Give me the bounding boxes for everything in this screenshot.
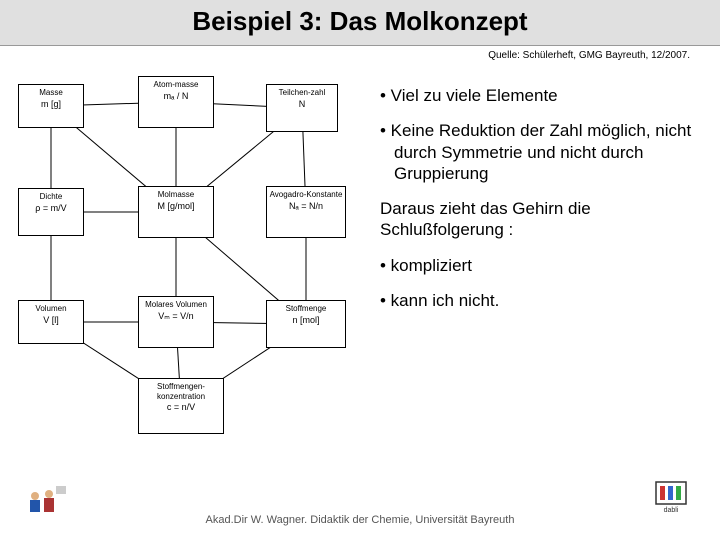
bullet-5: • kann ich nicht. bbox=[380, 290, 700, 311]
node-teil: Teilchen-zahlN bbox=[266, 84, 338, 132]
node-vol: VolumenV [l] bbox=[18, 300, 84, 344]
footer-credit: Akad.Dir W. Wagner. Didaktik der Chemie,… bbox=[0, 514, 720, 526]
node-konz: Stoffmengen-konzentrationc = n/V bbox=[138, 378, 224, 434]
source-citation: Quelle: Schülerheft, GMG Bayreuth, 12/20… bbox=[488, 50, 690, 61]
concept-diagram: Massem [g] Atom-massemₐ / N Teilchen-zahlN… bbox=[18, 70, 358, 450]
bullet-4: • kompliziert bbox=[380, 255, 700, 276]
node-molvol: Molares VolumenVₘ = V/n bbox=[138, 296, 214, 348]
node-avog: Avogadro-KonstanteNₐ = N/n bbox=[266, 186, 346, 238]
bullet-list: • Viel zu viele Elemente • Keine Redukti… bbox=[380, 85, 700, 325]
svg-text:dabli: dabli bbox=[664, 507, 679, 514]
node-masse: Massem [g] bbox=[18, 84, 84, 128]
node-atomm: Atom-massemₐ / N bbox=[138, 76, 214, 128]
people-icon bbox=[28, 478, 70, 514]
node-dichte: Dichteρ = m/V bbox=[18, 188, 84, 236]
bullet-1: • Viel zu viele Elemente bbox=[380, 85, 700, 106]
node-stoffm: Stoffmengen [mol] bbox=[266, 300, 346, 348]
bullet-2: • Keine Reduktion der Zahl möglich, nich… bbox=[380, 120, 700, 184]
conclusion-intro: Daraus zieht das Gehirn die Schlußfolger… bbox=[380, 198, 700, 241]
node-molm: MolmasseM [g/mol] bbox=[138, 186, 214, 238]
logo-icon: dabli bbox=[650, 478, 692, 514]
page-title: Beispiel 3: Das Molkonzept bbox=[0, 6, 720, 37]
